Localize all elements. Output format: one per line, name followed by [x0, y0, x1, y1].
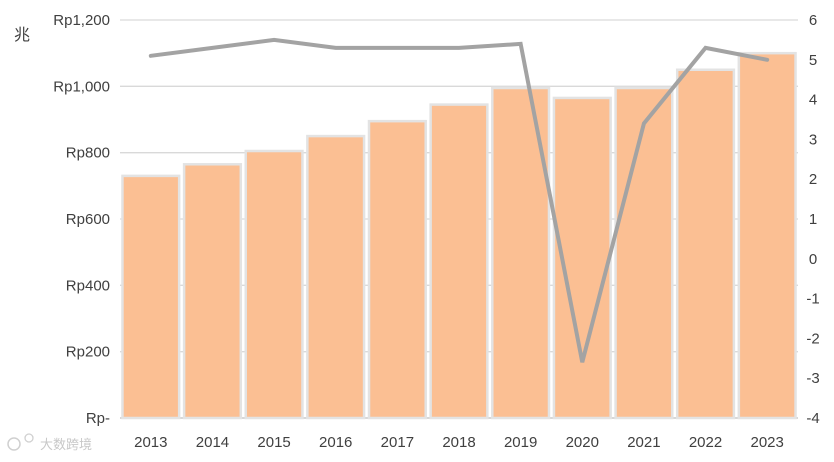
watermark-text: 大数跨境 [40, 438, 92, 453]
x-tick-label: 2016 [319, 434, 352, 451]
right-tick-label: 6 [809, 12, 817, 29]
watermark-logo-dot [24, 433, 34, 443]
right-tick-label: 3 [809, 131, 817, 148]
right-tick-label: -4 [806, 410, 819, 427]
bar-2014 [182, 163, 243, 420]
x-tick-label: 2014 [196, 434, 229, 451]
left-tick-label: Rp600 [66, 211, 110, 228]
bar-2017 [367, 119, 427, 420]
left-tick-label: Rp- [86, 410, 110, 427]
bar-2021 [614, 86, 674, 420]
left-tick-label: Rp200 [66, 344, 110, 361]
x-axis-tick-labels: 2013 2014 2015 2016 2017 2018 2019 2020 2021 2022… [134, 434, 784, 451]
line-series [148, 37, 770, 363]
x-tick-label: 2015 [257, 434, 290, 451]
bar-2016 [306, 134, 366, 420]
right-tick-label: -3 [806, 370, 819, 387]
x-tick-label: 2022 [689, 434, 722, 451]
left-axis-unit-label: 兆 [14, 25, 30, 44]
left-tick-label: Rp1,000 [53, 78, 110, 95]
x-tick-label: 2019 [504, 434, 537, 451]
x-tick-label: 2018 [442, 434, 475, 451]
right-tick-label: 2 [809, 171, 817, 188]
bar-2015 [244, 149, 304, 420]
bar-2018 [429, 103, 489, 420]
watermark-logo-icon [7, 437, 21, 451]
right-tick-label: 5 [809, 52, 817, 69]
right-axis-tick-labels: -4 -3 -2 -1 0 1 2 3 4 5 6 [806, 12, 819, 427]
left-axis-tick-labels: Rp- Rp200 Rp400 Rp600 Rp800 Rp1,000 Rp1,200 [53, 12, 110, 427]
watermark: 大数跨境 [7, 433, 92, 453]
right-tick-label: 4 [809, 92, 817, 109]
left-tick-label: Rp800 [66, 145, 110, 162]
x-tick-label: 2023 [750, 434, 783, 451]
x-tick-label: 2020 [566, 434, 599, 451]
left-tick-label: Rp1,200 [53, 12, 110, 29]
right-tick-label: 0 [809, 251, 817, 268]
x-tick-label: 2021 [627, 434, 660, 451]
bar-2013 [121, 174, 181, 420]
right-tick-label: -1 [806, 291, 819, 308]
left-tick-label: Rp400 [66, 277, 110, 294]
right-tick-label: 1 [809, 211, 817, 228]
bar-2022 [675, 68, 736, 420]
bar-series [121, 51, 797, 420]
x-tick-label: 2017 [381, 434, 414, 451]
x-tick-label: 2013 [134, 434, 167, 451]
bar-2023 [737, 51, 797, 420]
right-tick-label: -2 [806, 330, 819, 347]
